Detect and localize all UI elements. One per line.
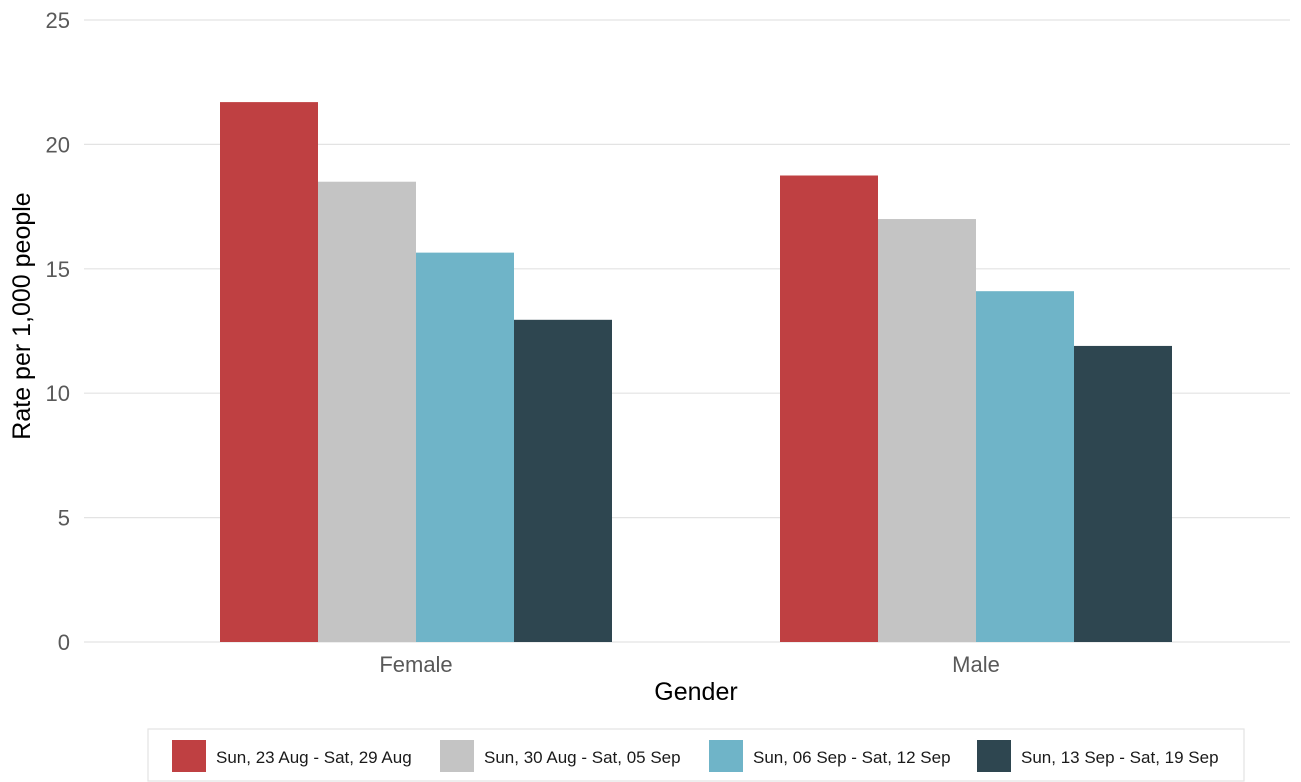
y-tick-label: 25 — [46, 8, 70, 33]
legend-item-1: Sun, 23 Aug - Sat, 29 Aug — [172, 740, 412, 772]
y-tick-label: 20 — [46, 132, 70, 157]
y-axis-tick-labels: 0 5 10 15 20 25 — [46, 8, 70, 655]
y-tick-label: 0 — [58, 630, 70, 655]
y-axis-title: Rate per 1,000 people — [8, 192, 36, 439]
bar-female-series-2 — [318, 181, 416, 642]
x-tick-label-female: Female — [379, 652, 452, 677]
legend-label: Sun, 23 Aug - Sat, 29 Aug — [216, 748, 412, 767]
legend-frame — [147, 728, 1245, 782]
legend-label: Sun, 06 Sep - Sat, 12 Sep — [753, 748, 951, 767]
bar-female-series-1 — [220, 102, 318, 642]
x-axis-title: Gender — [654, 678, 737, 706]
legend-swatch — [440, 740, 474, 772]
bars — [220, 102, 1172, 643]
legend-items: Sun, 23 Aug - Sat, 29 Aug Sun, 30 Aug - S… — [172, 740, 1219, 772]
y-tick-label: 15 — [46, 257, 70, 282]
y-tick-label: 5 — [58, 506, 70, 531]
bar-male-series-2 — [878, 219, 976, 643]
y-tick-label: 10 — [46, 381, 70, 406]
x-axis-tick-labels: Female Male — [379, 652, 1000, 677]
bar-male-series-4 — [1074, 345, 1172, 642]
bar-female-series-3 — [416, 252, 514, 643]
legend-swatch — [172, 740, 206, 772]
legend-item-3: Sun, 06 Sep - Sat, 12 Sep — [709, 740, 951, 772]
legend-label: Sun, 13 Sep - Sat, 19 Sep — [1021, 748, 1219, 767]
bar-male-series-3 — [976, 291, 1074, 642]
legend-swatch — [977, 740, 1011, 772]
legend-item-2: Sun, 30 Aug - Sat, 05 Sep — [440, 740, 681, 772]
legend-swatch — [709, 740, 743, 772]
legend-item-4: Sun, 13 Sep - Sat, 19 Sep — [977, 740, 1219, 772]
bar-male-series-1 — [780, 175, 878, 642]
x-tick-label-male: Male — [952, 652, 1000, 677]
legend: Sun, 23 Aug - Sat, 29 Aug Sun, 30 Aug - S… — [147, 728, 1245, 782]
legend-label: Sun, 30 Aug - Sat, 05 Sep — [484, 748, 681, 767]
bar-female-series-4 — [514, 319, 612, 642]
